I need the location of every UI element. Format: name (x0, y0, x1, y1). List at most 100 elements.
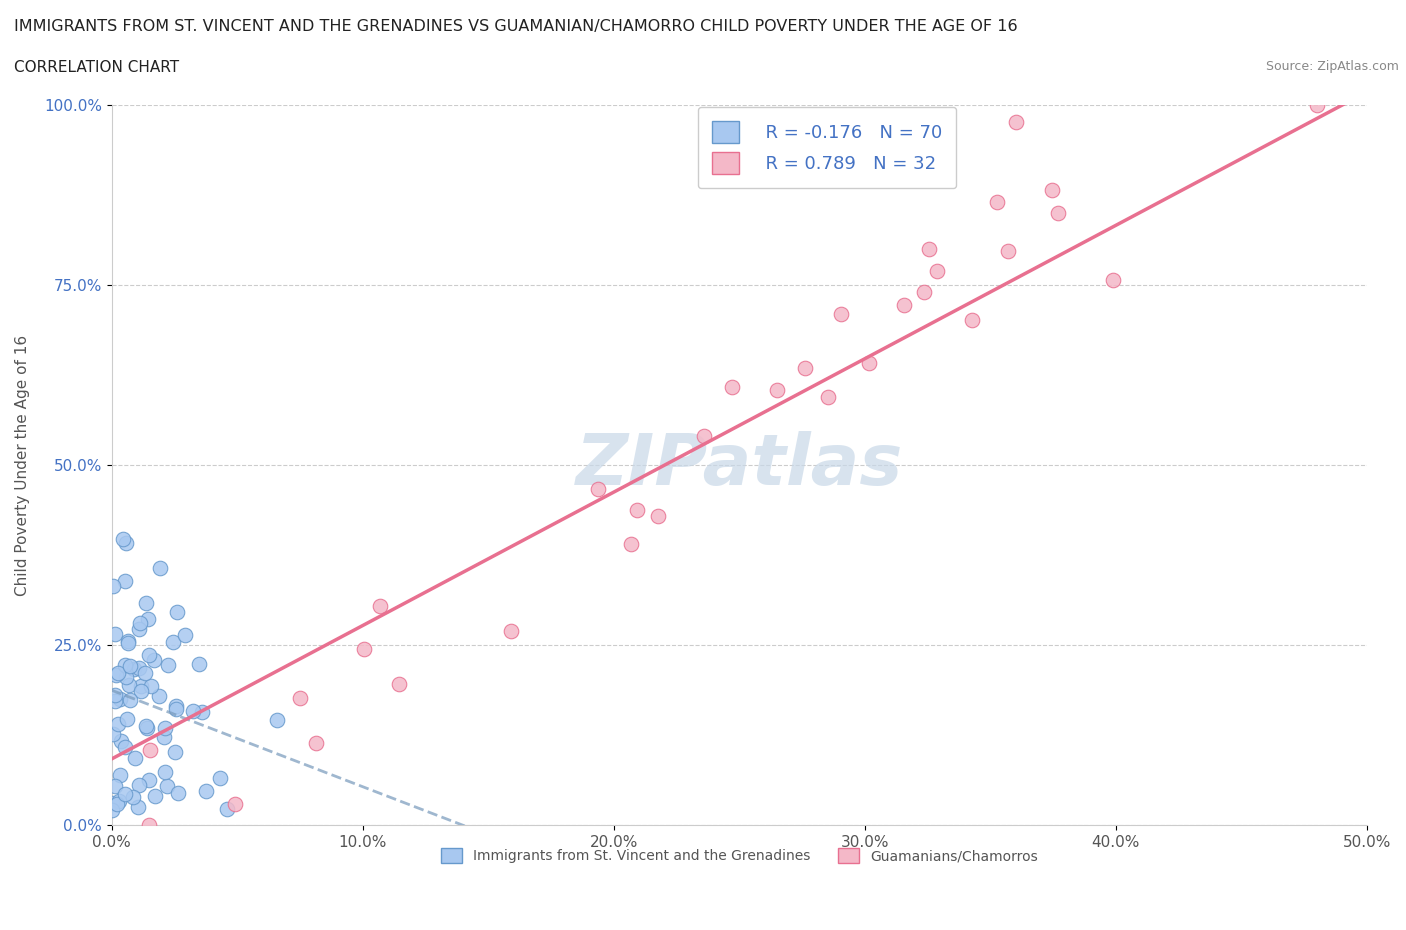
Point (830, 307, 852, 322)
Point (162, 635, 184, 650)
Point (117, 633, 139, 648)
Point (101, 578, 124, 593)
Point (647, 509, 669, 524)
Point (135, 718, 157, 733)
Text: Source: ZipAtlas.com: Source: ZipAtlas.com (1265, 60, 1399, 73)
Point (138, 648, 160, 663)
Point (141, 679, 163, 694)
Text: CORRELATION CHART: CORRELATION CHART (14, 60, 179, 75)
Point (1005, 115, 1028, 130)
Point (129, 679, 152, 694)
Point (104, 687, 127, 702)
Point (188, 657, 211, 671)
Point (124, 751, 146, 765)
Point (148, 688, 170, 703)
Point (156, 778, 179, 793)
Point (149, 561, 172, 576)
Point (499, 623, 522, 638)
Point (100, 802, 122, 817)
Legend: Immigrants from St. Vincent and the Grenadines, Guamanians/Chamorros: Immigrants from St. Vincent and the Gren… (436, 843, 1043, 869)
Point (103, 727, 125, 742)
Point (288, 691, 311, 706)
Point (127, 800, 149, 815)
Point (114, 787, 136, 802)
Point (167, 786, 190, 801)
Point (107, 717, 129, 732)
Point (626, 503, 648, 518)
Point (128, 777, 150, 792)
Point (108, 767, 131, 782)
Point (134, 665, 156, 680)
Point (118, 677, 141, 692)
Point (114, 739, 136, 754)
Point (305, 736, 328, 751)
Point (128, 660, 150, 675)
Point (918, 242, 941, 257)
Point (209, 771, 232, 786)
Point (1305, 98, 1327, 113)
Point (131, 683, 153, 698)
Point (107, 794, 129, 809)
Point (104, 694, 127, 709)
Point (114, 574, 136, 589)
Point (720, 379, 742, 394)
Point (155, 765, 177, 780)
Point (104, 626, 127, 641)
Point (165, 699, 187, 714)
Point (912, 285, 935, 299)
Point (105, 797, 128, 812)
Point (107, 666, 129, 681)
Point (104, 778, 127, 793)
Point (129, 616, 152, 631)
Point (1102, 272, 1125, 287)
Point (122, 662, 145, 677)
Point (120, 693, 142, 708)
Point (1040, 183, 1063, 198)
Point (118, 658, 141, 673)
Point (586, 482, 609, 497)
Point (893, 298, 915, 312)
Point (117, 636, 139, 651)
Point (368, 599, 391, 614)
Point (115, 536, 138, 551)
Point (139, 743, 162, 758)
Point (224, 796, 246, 811)
Point (173, 628, 195, 643)
Point (215, 802, 238, 817)
Point (138, 817, 160, 832)
Point (986, 195, 1008, 210)
Point (111, 532, 134, 547)
Point (128, 622, 150, 637)
Point (105, 667, 128, 682)
Point (960, 312, 983, 327)
Y-axis label: Child Poverty Under the Age of 16: Child Poverty Under the Age of 16 (15, 335, 30, 595)
Point (858, 356, 880, 371)
Point (135, 595, 157, 610)
Point (190, 705, 212, 720)
Text: ZIPatlas: ZIPatlas (575, 431, 903, 499)
Point (136, 721, 159, 736)
Point (766, 382, 789, 397)
Point (794, 361, 817, 376)
Point (388, 676, 411, 691)
Point (108, 691, 131, 706)
Point (138, 773, 160, 788)
Point (693, 429, 716, 444)
Point (143, 789, 166, 804)
Point (181, 704, 204, 719)
Point (110, 734, 132, 749)
Point (122, 790, 145, 804)
Point (101, 795, 124, 810)
Point (115, 711, 138, 726)
Point (165, 701, 187, 716)
Point (115, 669, 138, 684)
Point (997, 243, 1019, 258)
Point (153, 721, 176, 736)
Point (163, 744, 186, 759)
Point (136, 611, 159, 626)
Point (620, 537, 643, 551)
Point (142, 653, 165, 668)
Point (156, 658, 179, 672)
Point (927, 264, 949, 279)
Point (194, 784, 217, 799)
